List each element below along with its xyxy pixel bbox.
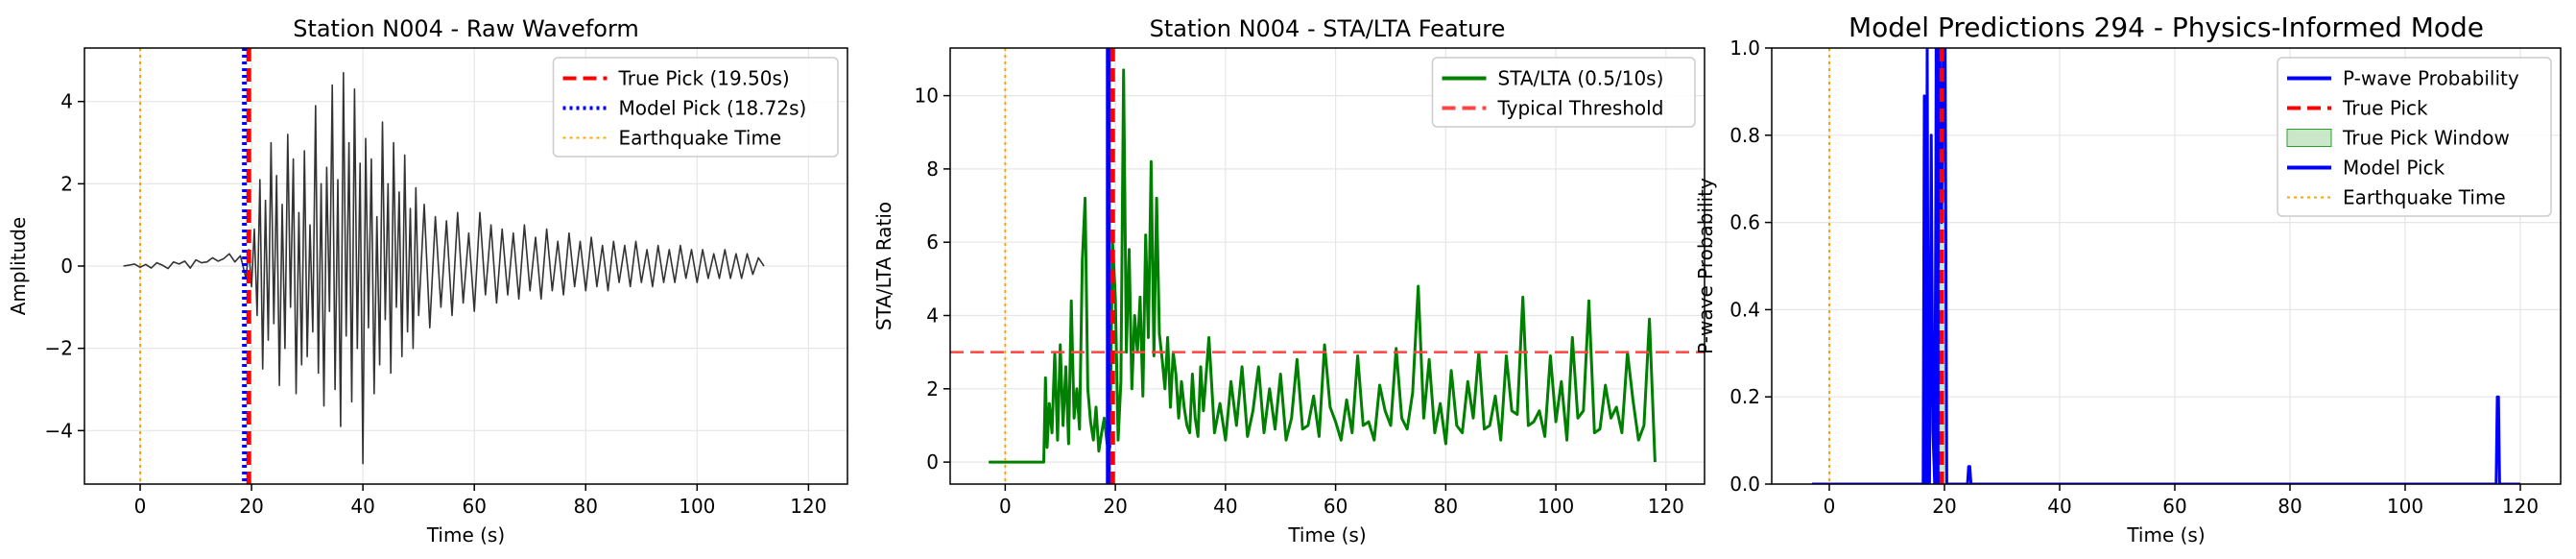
y-tick-label: −2 <box>45 337 73 360</box>
x-tick-label: 0 <box>999 495 1012 518</box>
x-tick-label: 80 <box>2278 495 2302 518</box>
y-tick-label: 0.2 <box>1729 385 1760 408</box>
y-tick-label: 0.4 <box>1729 298 1760 321</box>
x-tick-label: 0 <box>1824 495 1836 518</box>
chart-panel-1: 0 20 40 60 80 100 120 −4 −2 0 2 4 Station N004 - Raw… <box>7 15 848 547</box>
legend-label: True Pick <box>2342 97 2428 120</box>
legend: True Pick (19.50s) Model Pick (18.72s) Ear… <box>552 57 839 158</box>
y-tick-label: 6 <box>926 231 939 254</box>
x-tick-label: 40 <box>2047 495 2071 518</box>
chart-panel-2: 0 20 40 60 80 100 120 0 2 4 6 8 10 Station N004 - STA… <box>872 15 1705 547</box>
legend-label: Earthquake Time <box>2343 186 2506 209</box>
plot-area <box>123 48 765 484</box>
legend-box <box>552 57 839 158</box>
legend-label: Earthquake Time <box>619 127 782 150</box>
x-tick-label: 20 <box>1103 495 1127 518</box>
chart-title: Station N004 - Raw Waveform <box>293 15 639 42</box>
y-axis-label: Amplitude <box>7 217 30 316</box>
legend-label: True Pick Window <box>2342 127 2510 150</box>
y-tick-label: 0 <box>926 450 939 474</box>
y-tick-label: 10 <box>915 85 939 108</box>
legend: STA/LTA (0.5/10s) Typical Threshold <box>1431 57 1696 128</box>
x-axis-label: Time (s) <box>426 523 505 547</box>
plot-area <box>1812 48 2520 484</box>
plot-area <box>950 48 1705 484</box>
legend-swatch <box>2286 129 2332 147</box>
x-tick-label: 100 <box>1538 495 1574 518</box>
x-tick-label: 120 <box>2502 495 2539 518</box>
y-tick-label: −4 <box>45 419 73 442</box>
legend-label: Model Pick <box>2343 157 2445 180</box>
axes-frame <box>949 47 1705 485</box>
axes-frame <box>1771 47 2562 485</box>
y-tick-label: 4 <box>60 90 73 113</box>
grid <box>950 48 1705 484</box>
y-tick-label: 4 <box>926 304 939 328</box>
legend-label: P-wave Probability <box>2343 67 2519 90</box>
x-tick-label: 80 <box>574 495 598 518</box>
series-line <box>989 68 1657 464</box>
x-tick-label: 100 <box>679 495 715 518</box>
x-tick-label: 60 <box>462 495 486 518</box>
chart-panel-3: 0 20 40 60 80 100 120 0.0 0.2 0.4 0.6 0.8 1.0 Model P… <box>1694 12 2562 547</box>
y-tick-label: 0.6 <box>1729 211 1760 234</box>
legend-label: Model Pick (18.72s) <box>619 97 807 120</box>
x-tick-label: 60 <box>2162 495 2186 518</box>
series-line <box>123 71 765 465</box>
legend-label: True Pick (19.50s) <box>618 67 790 90</box>
x-tick-label: 120 <box>790 495 826 518</box>
y-tick-label: 8 <box>926 158 939 181</box>
legend-label: STA/LTA (0.5/10s) <box>1498 67 1664 90</box>
legend-box <box>2277 57 2552 217</box>
y-tick-label: 2 <box>926 377 939 401</box>
y-axis-label: P-wave Probability <box>1694 178 1717 354</box>
x-axis-label: Time (s) <box>2126 523 2205 547</box>
legend-box <box>1431 57 1696 128</box>
x-tick-label: 0 <box>134 495 147 518</box>
y-tick-label: 1.0 <box>1729 36 1760 60</box>
chart-title: Model Predictions 294 - Physics-Informed… <box>1849 12 2484 43</box>
x-tick-label: 120 <box>1648 495 1684 518</box>
y-tick-label: 0.8 <box>1729 124 1760 147</box>
x-tick-label: 80 <box>1434 495 1458 518</box>
x-tick-label: 20 <box>239 495 263 518</box>
x-tick-label: 60 <box>1324 495 1348 518</box>
chart-title: Station N004 - STA/LTA Feature <box>1150 15 1506 42</box>
legend-label: Typical Threshold <box>1497 97 1664 120</box>
x-axis-label: Time (s) <box>1287 523 1366 547</box>
legend: P-wave Probability True Pick True Pick Win… <box>2277 57 2552 217</box>
x-tick-label: 40 <box>1213 495 1237 518</box>
x-tick-label: 100 <box>2387 495 2423 518</box>
y-tick-label: 0.0 <box>1729 473 1760 496</box>
y-tick-label: 2 <box>60 172 73 195</box>
y-tick-label: 0 <box>60 255 73 278</box>
x-tick-label: 20 <box>1932 495 1956 518</box>
y-axis-label: STA/LTA Ratio <box>872 202 895 330</box>
x-tick-label: 40 <box>350 495 374 518</box>
